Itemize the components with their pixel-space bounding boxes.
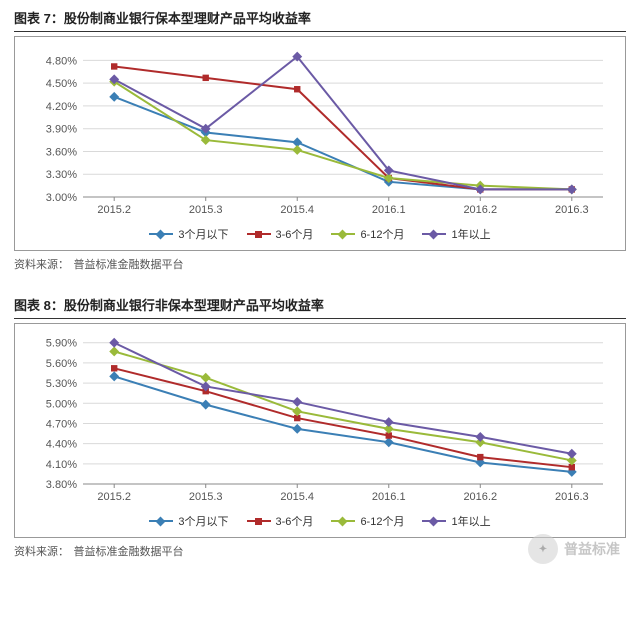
svg-text:2015.4: 2015.4 [280, 491, 314, 503]
svg-text:5.90%: 5.90% [46, 338, 77, 350]
chart8-legend: 3个月以下 3-6个月 6-12个月 1年以上 [15, 509, 625, 537]
svg-text:4.40%: 4.40% [46, 439, 77, 451]
svg-text:2016.2: 2016.2 [463, 204, 497, 216]
chart7-svg: 3.00% 3.30% 3.60% 3.90% 4.20% 4.50% 4.80% 2015.… [15, 37, 615, 217]
svg-text:2016.1: 2016.1 [372, 491, 406, 503]
svg-text:3.90%: 3.90% [46, 124, 77, 136]
legend-label: 6-12个月 [360, 513, 404, 529]
chart7-box: 3.00% 3.30% 3.60% 3.90% 4.20% 4.50% 4.80% 2015.… [14, 36, 626, 251]
chart7-source-label: 资料来源： [14, 259, 69, 271]
svg-text:2015.4: 2015.4 [280, 204, 314, 216]
chart8-title-row: 图表 8：股份制商业银行非保本型理财产品平均收益率 [14, 295, 626, 319]
svg-text:4.10%: 4.10% [46, 459, 77, 471]
legend-label: 1年以上 [451, 513, 490, 529]
chart7-source-value: 普益标准金融数据平台 [73, 259, 183, 271]
svg-text:4.50%: 4.50% [46, 78, 77, 90]
legend-item: 3-6个月 [247, 226, 314, 242]
chart8-svg: 3.80% 4.10% 4.40% 4.70% 5.00% 5.30% 5.60% 5.90%… [15, 324, 615, 504]
svg-text:4.80%: 4.80% [46, 55, 77, 67]
chart8-source: 资料来源： 普益标准金融数据平台 [14, 542, 626, 560]
legend-label: 3个月以下 [178, 226, 228, 242]
page: 图表 7：股份制商业银行保本型理财产品平均收益率 3.00% 3.30% 3.60%… [0, 0, 640, 582]
legend-item: 1年以上 [422, 226, 490, 242]
chart7-title: 图表 7：股份制商业银行保本型理财产品平均收益率 [14, 11, 311, 26]
svg-text:2016.2: 2016.2 [463, 491, 497, 503]
svg-text:2015.2: 2015.2 [97, 491, 131, 503]
legend-item: 3个月以下 [149, 226, 228, 242]
svg-text:2015.3: 2015.3 [189, 491, 223, 503]
chart7-block: 图表 7：股份制商业银行保本型理财产品平均收益率 3.00% 3.30% 3.60%… [14, 8, 626, 273]
svg-text:3.00%: 3.00% [46, 192, 77, 204]
legend-item: 1年以上 [422, 513, 490, 529]
svg-text:4.20%: 4.20% [46, 101, 77, 113]
svg-text:3.30%: 3.30% [46, 169, 77, 181]
chart8-box: 3.80% 4.10% 4.40% 4.70% 5.00% 5.30% 5.60% 5.90%… [14, 323, 626, 538]
svg-text:5.30%: 5.30% [46, 378, 77, 390]
svg-text:2015.3: 2015.3 [189, 204, 223, 216]
chart8-source-value: 普益标准金融数据平台 [73, 546, 183, 558]
svg-text:2015.2: 2015.2 [97, 204, 131, 216]
svg-text:2016.1: 2016.1 [372, 204, 406, 216]
chart7-source: 资料来源： 普益标准金融数据平台 [14, 255, 626, 273]
svg-text:2016.3: 2016.3 [555, 204, 589, 216]
legend-item: 6-12个月 [331, 513, 404, 529]
svg-text:3.60%: 3.60% [46, 146, 77, 158]
svg-text:5.60%: 5.60% [46, 358, 77, 370]
legend-label: 3-6个月 [276, 226, 314, 242]
chart8-block: 图表 8：股份制商业银行非保本型理财产品平均收益率 3.80% 4.10% 4.40… [14, 295, 626, 560]
svg-text:3.80%: 3.80% [46, 479, 77, 491]
legend-item: 3-6个月 [247, 513, 314, 529]
svg-text:4.70%: 4.70% [46, 418, 77, 430]
svg-text:5.00%: 5.00% [46, 398, 77, 410]
svg-text:2016.3: 2016.3 [555, 491, 589, 503]
chart7-legend: 3个月以下 3-6个月 6-12个月 1年以上 [15, 222, 625, 250]
chart7-title-row: 图表 7：股份制商业银行保本型理财产品平均收益率 [14, 8, 626, 32]
legend-label: 3-6个月 [276, 513, 314, 529]
legend-item: 3个月以下 [149, 513, 228, 529]
legend-label: 3个月以下 [178, 513, 228, 529]
chart8-title: 图表 8：股份制商业银行非保本型理财产品平均收益率 [14, 298, 324, 313]
legend-label: 1年以上 [451, 226, 490, 242]
legend-label: 6-12个月 [360, 226, 404, 242]
chart8-source-label: 资料来源： [14, 546, 69, 558]
legend-item: 6-12个月 [331, 226, 404, 242]
